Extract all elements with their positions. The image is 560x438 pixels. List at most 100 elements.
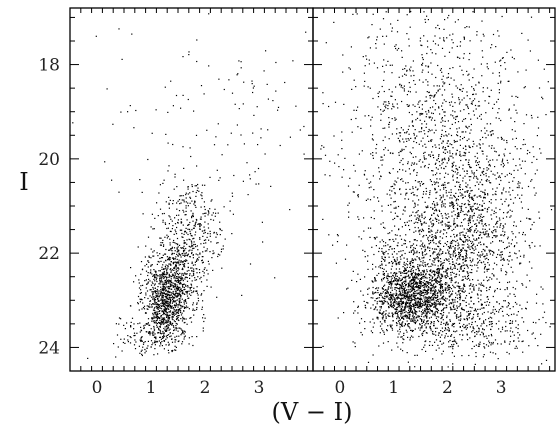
star-point bbox=[435, 278, 437, 280]
star-point bbox=[481, 150, 483, 152]
star-point bbox=[397, 263, 399, 265]
star-point bbox=[184, 331, 186, 333]
star-point bbox=[182, 280, 184, 282]
star-point bbox=[461, 256, 463, 258]
star-point bbox=[413, 239, 415, 241]
star-point bbox=[393, 240, 395, 242]
star-point bbox=[197, 183, 199, 186]
star-point bbox=[426, 313, 428, 315]
star-point bbox=[180, 307, 182, 309]
star-point bbox=[454, 276, 456, 278]
star-point bbox=[377, 106, 379, 108]
star-point bbox=[419, 290, 421, 292]
star-point bbox=[391, 248, 393, 250]
star-point bbox=[165, 311, 167, 313]
star-point bbox=[387, 296, 389, 298]
star-point bbox=[435, 279, 437, 281]
star-point bbox=[164, 310, 166, 312]
star-point bbox=[449, 278, 451, 280]
star-point bbox=[179, 280, 181, 282]
star-point bbox=[163, 302, 165, 304]
star-point bbox=[486, 280, 489, 282]
star-point bbox=[142, 307, 145, 309]
star-point bbox=[419, 259, 421, 261]
star-point bbox=[168, 273, 170, 275]
star-point bbox=[423, 286, 425, 288]
star-point bbox=[193, 110, 195, 112]
star-point bbox=[383, 43, 385, 45]
star-point bbox=[488, 279, 490, 281]
star-point bbox=[430, 229, 432, 231]
star-point bbox=[254, 171, 256, 173]
star-point bbox=[145, 245, 147, 247]
star-point bbox=[400, 238, 403, 240]
star-point bbox=[451, 215, 453, 217]
star-point bbox=[509, 216, 511, 218]
star-point bbox=[415, 321, 417, 323]
star-point bbox=[435, 197, 437, 199]
star-point bbox=[202, 261, 204, 263]
star-point bbox=[191, 246, 193, 248]
star-point bbox=[195, 253, 197, 255]
star-point bbox=[182, 292, 184, 294]
star-point bbox=[391, 265, 393, 267]
star-point bbox=[182, 250, 185, 252]
star-point bbox=[443, 289, 445, 291]
star-point bbox=[161, 257, 164, 259]
star-point bbox=[141, 353, 143, 355]
star-point bbox=[404, 308, 406, 310]
star-point bbox=[409, 304, 411, 306]
star-point bbox=[411, 320, 413, 322]
star-point bbox=[147, 282, 149, 284]
star-point bbox=[163, 289, 165, 291]
star-point bbox=[202, 317, 204, 319]
star-point bbox=[174, 250, 176, 252]
star-point bbox=[167, 259, 169, 261]
star-point bbox=[443, 307, 445, 309]
star-point bbox=[488, 206, 490, 209]
star-point bbox=[158, 317, 161, 319]
star-point bbox=[175, 292, 177, 295]
star-point bbox=[472, 11, 474, 13]
star-point bbox=[404, 268, 406, 270]
star-point bbox=[203, 314, 205, 316]
star-point bbox=[155, 302, 158, 304]
star-point bbox=[447, 289, 449, 291]
star-point bbox=[234, 103, 236, 105]
star-point bbox=[414, 286, 416, 288]
star-point bbox=[413, 280, 415, 282]
star-point bbox=[430, 269, 432, 271]
star-point bbox=[396, 280, 398, 283]
star-point bbox=[468, 209, 470, 212]
star-point bbox=[419, 245, 421, 247]
star-point bbox=[191, 249, 193, 251]
star-point bbox=[139, 331, 141, 333]
star-point bbox=[185, 247, 187, 250]
star-point bbox=[385, 242, 387, 244]
star-point bbox=[389, 246, 391, 248]
star-point bbox=[189, 202, 191, 204]
star-point bbox=[433, 297, 435, 299]
star-point bbox=[416, 290, 418, 292]
star-point bbox=[185, 194, 187, 196]
star-point bbox=[158, 327, 160, 330]
star-point bbox=[403, 332, 405, 334]
star-point bbox=[488, 321, 491, 323]
star-point bbox=[159, 294, 161, 296]
star-point bbox=[152, 282, 154, 285]
star-point bbox=[426, 269, 428, 271]
star-point bbox=[453, 250, 455, 252]
star-point bbox=[539, 148, 541, 150]
star-point bbox=[469, 279, 471, 281]
star-point bbox=[388, 262, 390, 264]
star-point bbox=[399, 285, 401, 287]
star-point bbox=[216, 169, 218, 171]
star-point bbox=[379, 178, 381, 180]
star-point bbox=[411, 297, 413, 299]
star-point bbox=[390, 301, 392, 303]
star-point bbox=[419, 119, 421, 121]
star-point bbox=[130, 336, 132, 339]
star-point bbox=[169, 258, 171, 261]
star-point bbox=[376, 303, 378, 305]
star-point bbox=[442, 141, 444, 143]
